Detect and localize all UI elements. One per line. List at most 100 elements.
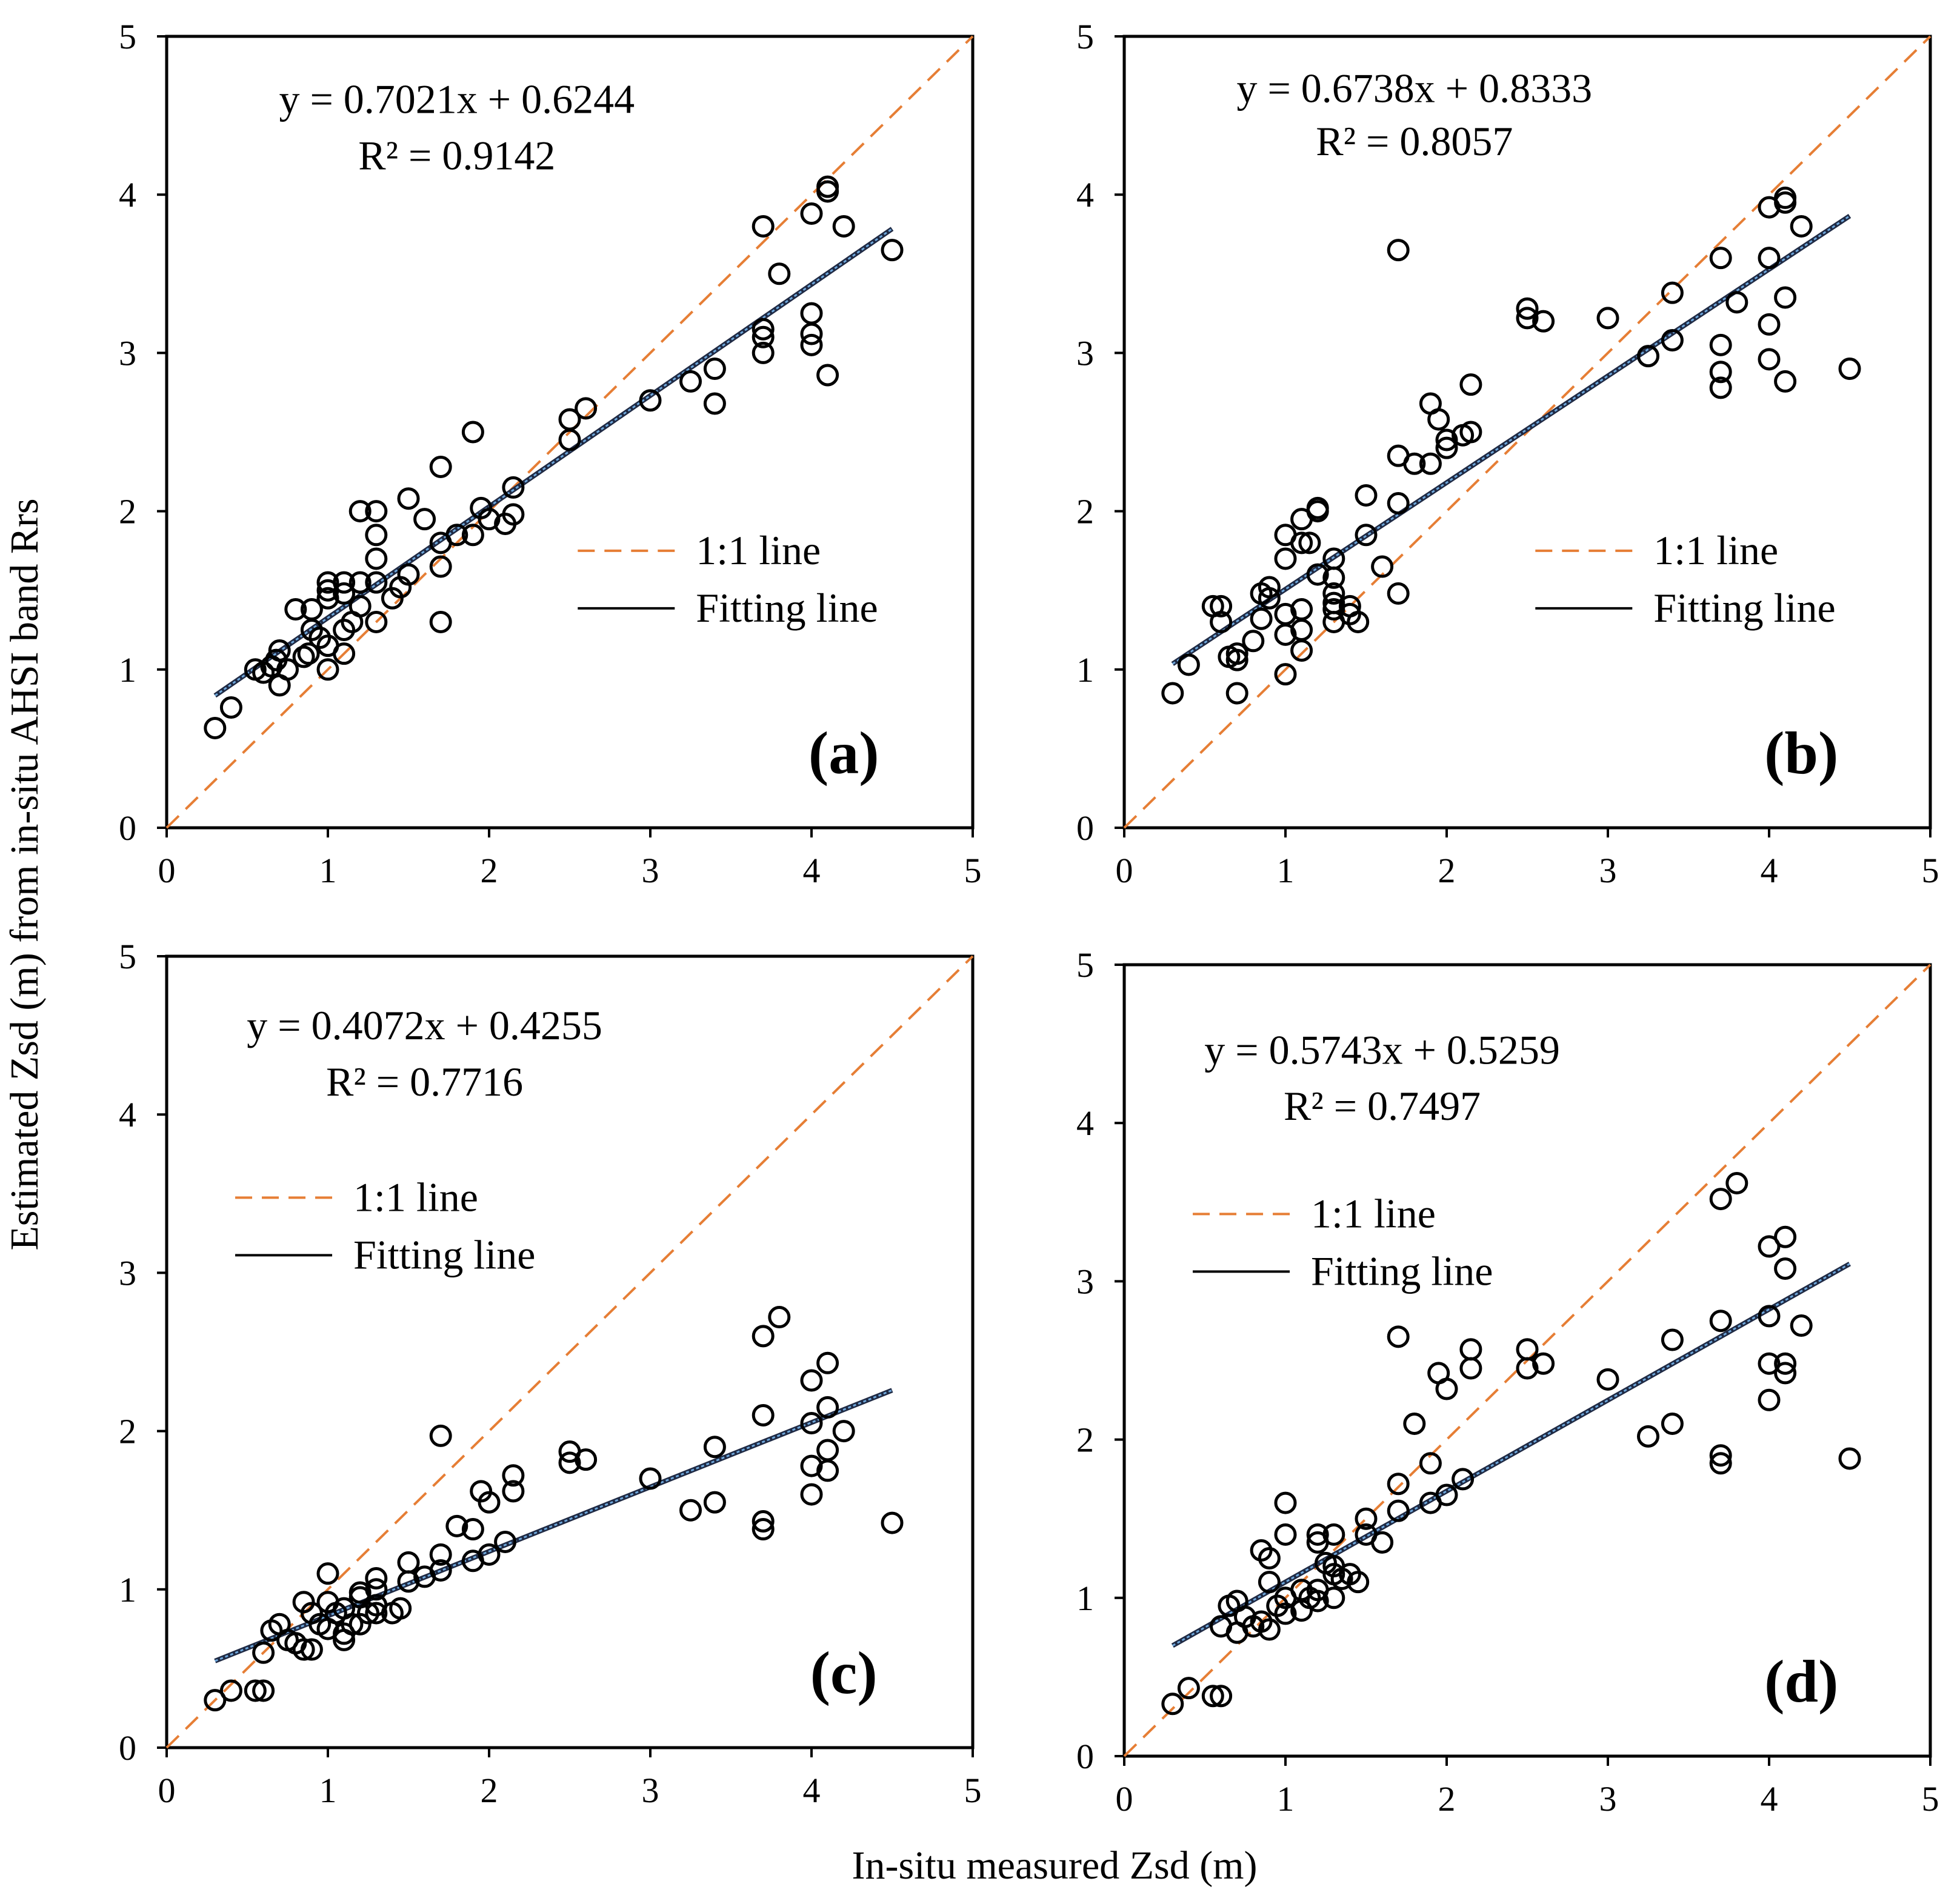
data-point (816, 364, 839, 387)
data-point (1306, 1589, 1329, 1613)
y-tick-label: 0 (119, 808, 136, 848)
data-point (1210, 610, 1233, 633)
panel-label: (c) (810, 1639, 878, 1706)
data-point (1790, 215, 1813, 238)
legend-one-to-one-label: 1:1 line (696, 527, 821, 573)
data-point (1242, 630, 1265, 653)
data-point (1459, 1338, 1482, 1361)
data-point (1225, 648, 1248, 671)
data-point (816, 1396, 839, 1419)
y-tick-label: 0 (119, 1728, 136, 1768)
x-tick-label: 4 (803, 1771, 821, 1810)
data-point (1322, 566, 1345, 589)
data-point (1387, 1473, 1410, 1496)
data-point (1306, 1523, 1329, 1546)
y-tick-label: 5 (1076, 17, 1094, 56)
data-point (333, 619, 356, 641)
x-tick-label: 0 (1116, 1779, 1133, 1819)
x-tick-label: 0 (1116, 851, 1133, 890)
y-tick-label: 2 (119, 492, 136, 531)
legend-fit-label: Fitting line (1653, 585, 1835, 631)
data-point (365, 1567, 388, 1590)
data-point (365, 547, 388, 570)
x-tick-label: 3 (642, 851, 659, 890)
data-point (1758, 1235, 1781, 1258)
data-point (1774, 1352, 1797, 1375)
data-point (800, 1412, 823, 1435)
y-tick-label: 0 (1076, 1737, 1094, 1776)
data-point (752, 341, 775, 364)
data-point (800, 1483, 823, 1506)
data-point (502, 1464, 525, 1487)
data-point (1709, 1310, 1732, 1333)
data-point (1387, 582, 1410, 605)
data-point (478, 508, 501, 531)
data-point (365, 1578, 388, 1601)
fitting-line-highlight (214, 228, 893, 697)
data-point (800, 1369, 823, 1392)
data-point (679, 370, 702, 393)
data-point (1274, 1602, 1297, 1625)
data-point (679, 1499, 702, 1522)
y-tick-label: 1 (119, 650, 136, 690)
data-point (365, 1602, 388, 1625)
data-point (1774, 191, 1797, 214)
data-point (768, 262, 791, 285)
data-point (365, 610, 388, 633)
data-point (752, 1325, 775, 1348)
x-tick-label: 3 (1599, 851, 1617, 890)
data-point (816, 1351, 839, 1374)
data-point (1790, 1314, 1813, 1337)
data-point (639, 389, 662, 412)
data-point (1758, 1352, 1781, 1375)
data-point (1516, 307, 1539, 330)
data-point (276, 658, 299, 681)
data-point (1347, 610, 1370, 633)
data-point (832, 1420, 855, 1443)
data-point (1347, 1571, 1370, 1594)
data-point (502, 1480, 525, 1503)
legend-one-to-one-label: 1:1 line (353, 1174, 478, 1220)
x-tick-label: 4 (803, 851, 821, 890)
x-tick-label: 5 (964, 851, 982, 890)
data-point (429, 555, 452, 578)
data-point (1435, 436, 1458, 459)
r-squared: R² = 0.8057 (1316, 118, 1513, 164)
data-point (1201, 1685, 1224, 1708)
data-point (397, 563, 420, 586)
y-tick-label: 1 (1076, 650, 1094, 690)
y-tick-label: 3 (119, 333, 136, 373)
data-point (316, 1562, 339, 1585)
data-point (300, 1638, 323, 1661)
data-point (1661, 281, 1684, 304)
data-point (752, 318, 775, 341)
x-tick-label: 5 (1922, 851, 1939, 890)
data-point (1435, 1377, 1458, 1400)
data-point (252, 1641, 275, 1664)
data-point (1403, 1412, 1426, 1435)
data-point (832, 215, 855, 238)
data-point (461, 524, 484, 547)
data-point (397, 1551, 420, 1574)
data-point (881, 239, 904, 262)
regression-equation: y = 0.5743x + 0.5259 (1204, 1027, 1560, 1073)
data-point (1210, 594, 1233, 617)
data-point (1516, 1357, 1539, 1380)
y-tick-label: 4 (119, 1095, 136, 1134)
data-point (752, 1518, 775, 1541)
x-tick-label: 1 (319, 1771, 337, 1810)
legend-one-to-one-label: 1:1 line (1311, 1190, 1436, 1236)
data-point (1250, 1539, 1273, 1562)
data-point (1274, 547, 1297, 570)
x-tick-label: 0 (158, 851, 176, 890)
data-point (1774, 1225, 1797, 1248)
data-point (333, 582, 356, 605)
data-point (252, 1679, 275, 1702)
x-tick-label: 3 (1599, 1779, 1617, 1819)
data-point (1459, 373, 1482, 396)
data-point (752, 215, 775, 238)
data-point (397, 1570, 420, 1593)
data-point (1459, 421, 1482, 444)
regression-equation: y = 0.6738x + 0.8333 (1236, 65, 1592, 111)
data-point (341, 1613, 364, 1636)
